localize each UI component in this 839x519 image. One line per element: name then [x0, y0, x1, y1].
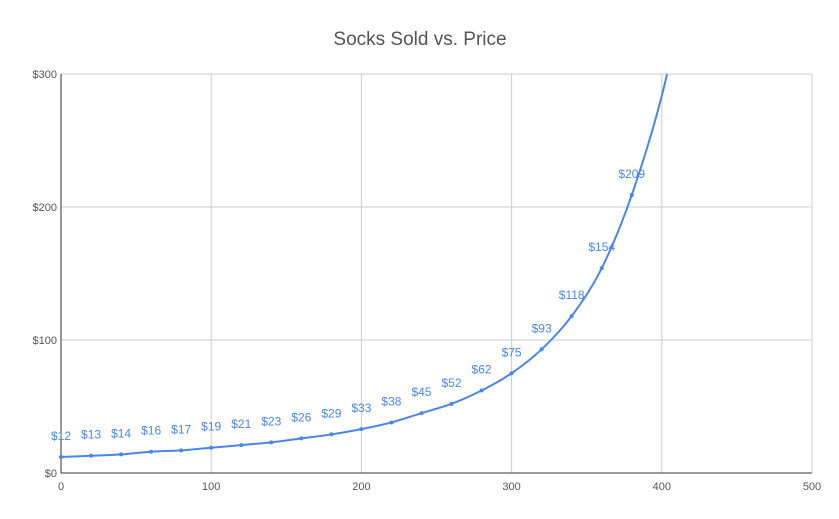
data-label: $33 [351, 401, 371, 415]
data-label: $93 [532, 321, 552, 335]
data-label: $16 [141, 424, 161, 438]
data-label: $13 [81, 428, 101, 442]
x-tick-label: 300 [502, 481, 520, 493]
data-label: $26 [291, 410, 311, 424]
data-point [269, 440, 274, 445]
data-label: $75 [502, 345, 522, 359]
series-line [61, 74, 669, 459]
x-tick-label: 500 [803, 481, 821, 493]
data-point [299, 436, 304, 441]
data-point [509, 371, 514, 376]
data-point [239, 443, 244, 448]
data-point [479, 388, 484, 393]
data-label: $209 [618, 167, 645, 181]
series-path [61, 74, 669, 459]
data-point [389, 420, 394, 425]
data-label: $62 [472, 363, 492, 377]
data-points [59, 193, 634, 460]
data-point [629, 193, 634, 198]
data-point [119, 452, 124, 457]
chart-title: Socks Sold vs. Price [333, 29, 506, 50]
data-point [209, 445, 214, 450]
y-tick-label: $300 [33, 69, 57, 81]
x-tick-label: 0 [58, 481, 64, 493]
data-point [329, 432, 334, 437]
data-point [539, 347, 544, 352]
data-label: $45 [411, 385, 431, 399]
data-label: $12 [51, 429, 71, 443]
y-tick-label: $200 [33, 202, 57, 214]
x-tick-label: 100 [202, 481, 220, 493]
data-point [569, 314, 574, 319]
data-point [419, 411, 424, 416]
data-label: $19 [201, 420, 221, 434]
data-point [599, 266, 604, 271]
data-point [59, 455, 63, 460]
x-tick-label: 400 [653, 481, 671, 493]
data-point [359, 427, 364, 432]
data-label: $23 [261, 414, 281, 428]
data-label: $14 [111, 426, 131, 440]
axes [60, 74, 812, 474]
data-point [149, 449, 154, 454]
data-point [179, 448, 184, 453]
data-label: $118 [559, 288, 585, 302]
data-label: $52 [442, 376, 462, 390]
x-tick-label: 200 [352, 481, 370, 493]
data-label: $154 [588, 240, 615, 254]
y-tick-label: $0 [45, 468, 57, 480]
data-label: $38 [381, 394, 401, 408]
tick-labels: 0 100 200 300 400 500 $0 $100 $200 $300 [33, 69, 822, 493]
data-label: $29 [321, 406, 341, 420]
gridlines [61, 73, 813, 473]
data-point [89, 453, 94, 458]
data-point [449, 401, 454, 406]
data-label: $17 [171, 422, 191, 436]
data-label: $21 [231, 417, 251, 431]
data-labels: $12 $13 $14 $16 $17 $19 $21 $23 $26 $29 $33 $38 $45 $… [51, 167, 645, 443]
y-tick-label: $100 [33, 335, 57, 347]
